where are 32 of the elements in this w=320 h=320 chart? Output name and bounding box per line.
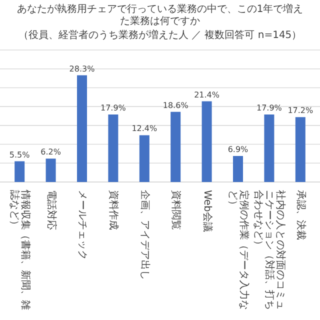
- data-label: 6.2%: [40, 148, 62, 157]
- bar: [139, 135, 150, 182]
- x-tick-label: 承認、決裁: [294, 190, 307, 240]
- bar: [77, 75, 87, 182]
- chart-title: あなたが執務用チェアで行っている業務の中で、この1年で増えた業務は何ですか: [16, 3, 304, 27]
- x-tick-label: Web会議: [201, 190, 214, 232]
- x-tick-label: 企画、アイデア出し: [138, 190, 151, 280]
- x-tick-label: メールチェック: [76, 190, 88, 260]
- bar: [233, 156, 243, 182]
- data-label: 28.3%: [69, 64, 96, 74]
- x-tick-label: 資料作成: [108, 190, 120, 230]
- bar: [46, 158, 56, 182]
- x-tick-label: 資料閲覧: [170, 190, 182, 230]
- x-tick-label: 電話対応: [45, 190, 58, 230]
- x-tick-label: 社内の人との対面のコミュニケーション（対話、打ち合わせなど）: [252, 190, 287, 310]
- data-label: 18.6%: [162, 100, 189, 110]
- bar: [264, 114, 274, 182]
- bar: [202, 101, 212, 182]
- x-tick-label: 情報収集（書籍、新聞、雑誌など）: [8, 189, 32, 310]
- x-tick-label: 定例の作業（データ入力など）: [227, 190, 250, 310]
- chart-subtitle: （役員、経営者のうち業務が増えた人 ／ 複数回答可 n=145）: [18, 29, 302, 41]
- data-label: 21.4%: [194, 90, 220, 100]
- data-label: 6.9%: [228, 144, 249, 154]
- data-label: 17.2%: [288, 106, 314, 116]
- data-label: 17.9%: [100, 103, 126, 112]
- data-label: 12.4%: [132, 124, 158, 134]
- bar: [14, 161, 25, 182]
- bar: [170, 112, 181, 182]
- data-label: 5.5%: [9, 150, 30, 160]
- bar: [108, 114, 118, 182]
- data-label: 17.9%: [256, 103, 282, 112]
- bar: [295, 117, 306, 182]
